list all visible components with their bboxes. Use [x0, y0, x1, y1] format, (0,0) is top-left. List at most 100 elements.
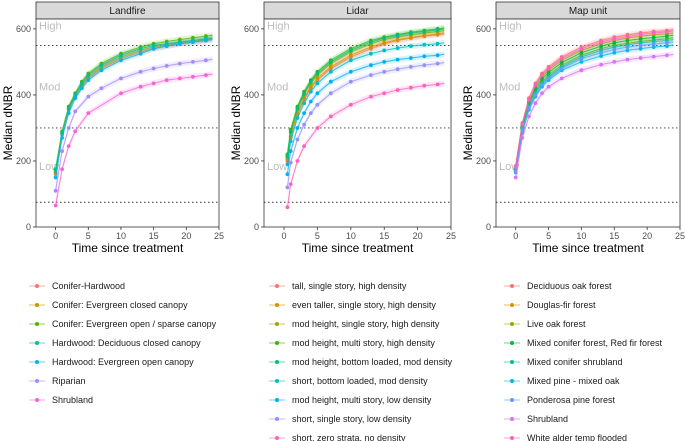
- data-point: [382, 69, 387, 74]
- data-point: [395, 46, 400, 50]
- data-point: [382, 60, 387, 64]
- legend-label: short, bottom loaded, mod density: [292, 376, 428, 386]
- legend-item: Mixed conifer shrubland: [504, 357, 623, 367]
- legend-label: Conifer: Evergreen closed canopy: [52, 300, 188, 310]
- legend-label: tall, single story, high density: [292, 281, 407, 291]
- legend-item: Mixed conifer forest, Red fir forest: [504, 338, 663, 348]
- legend-key-point: [275, 341, 279, 345]
- legend-item: Riparian: [29, 376, 86, 386]
- data-point: [579, 60, 584, 64]
- data-point: [60, 149, 64, 154]
- data-point: [612, 47, 617, 52]
- data-point: [559, 66, 564, 71]
- legend-key-point: [35, 379, 39, 383]
- data-point: [348, 102, 353, 107]
- data-point: [119, 91, 123, 96]
- data-point: [204, 58, 208, 63]
- data-point: [315, 71, 320, 76]
- data-point: [315, 102, 320, 107]
- y-tick-label: 600: [476, 24, 491, 34]
- data-point: [382, 91, 387, 96]
- data-point: [651, 39, 656, 44]
- data-point: [435, 28, 440, 32]
- x-tick-label: 0: [513, 231, 518, 241]
- x-tick-label: 5: [546, 231, 551, 241]
- legend-label: Riparian: [52, 376, 86, 386]
- data-point: [53, 188, 58, 193]
- severity-label-low: Low: [267, 161, 287, 173]
- legend-key-point: [510, 436, 514, 440]
- legend-item: Ponderosa pine forest: [504, 395, 616, 405]
- legend-label: Shrubland: [527, 414, 568, 424]
- data-point: [164, 44, 169, 48]
- legend-key-point: [510, 398, 514, 402]
- data-point: [665, 44, 669, 48]
- x-tick-label: 15: [149, 231, 159, 241]
- data-point: [422, 54, 427, 59]
- data-point: [546, 66, 551, 71]
- legend-item: mod height, multi story, low density: [269, 395, 432, 405]
- x-tick-label: 20: [181, 231, 191, 241]
- legend-item: mod height, single story, high density: [269, 319, 440, 329]
- data-point: [204, 38, 208, 43]
- data-point: [328, 114, 333, 119]
- data-point: [177, 61, 182, 66]
- data-point: [395, 67, 400, 72]
- y-tick-label: 400: [16, 90, 31, 100]
- data-point: [295, 137, 300, 142]
- data-point: [177, 37, 182, 42]
- y-tick-label: 600: [16, 24, 31, 34]
- data-point: [295, 126, 300, 130]
- legend-label: mod height, bottom loaded, mod density: [292, 357, 453, 367]
- legend-label: Mixed conifer forest, Red fir forest: [527, 338, 663, 348]
- data-point: [66, 106, 71, 110]
- legend-key-point: [35, 303, 39, 307]
- data-point: [422, 29, 427, 34]
- data-point: [308, 79, 313, 84]
- legend-label: mod height, multi story, low density: [292, 395, 432, 405]
- data-point: [527, 106, 531, 110]
- data-point: [119, 58, 123, 63]
- data-point: [409, 65, 413, 69]
- legend-item: tall, single story, high density: [269, 281, 407, 291]
- series: [53, 36, 213, 184]
- x-tick-label: 25: [675, 231, 685, 241]
- legend-item: Conifer: Evergreen open / sparse canopy: [29, 319, 217, 329]
- legend-label: mod height, single story, high density: [292, 319, 440, 329]
- data-point: [328, 91, 333, 96]
- data-point: [382, 48, 387, 53]
- data-point: [599, 54, 603, 58]
- data-point: [53, 203, 58, 208]
- legend-key-point: [275, 398, 279, 402]
- data-point: [151, 46, 156, 51]
- legend-key-point: [275, 417, 279, 421]
- series: [513, 32, 674, 175]
- legend-label: Live oak forest: [527, 319, 586, 329]
- legend-label: Shrubland: [52, 395, 93, 405]
- data-point: [422, 42, 427, 47]
- data-point: [285, 205, 290, 210]
- data-point: [308, 99, 313, 104]
- y-tick-label: 0: [254, 222, 259, 232]
- legend-item: Mixed pine - mixed oak: [504, 376, 620, 386]
- data-point: [513, 165, 518, 169]
- x-tick-label: 0: [282, 231, 287, 241]
- data-point: [288, 149, 293, 154]
- data-point: [540, 77, 544, 81]
- series: [285, 51, 445, 181]
- data-point: [625, 34, 630, 39]
- data-point: [138, 51, 143, 56]
- data-point: [164, 64, 169, 68]
- data-point: [612, 40, 617, 45]
- panel-title: Landfire: [109, 6, 146, 17]
- series-fit-line: [286, 82, 445, 208]
- data-point: [638, 43, 643, 48]
- y-tick-label: 0: [486, 222, 491, 232]
- x-tick-label: 15: [379, 231, 389, 241]
- data-point: [99, 63, 104, 68]
- data-point: [395, 33, 400, 38]
- series: [285, 29, 445, 166]
- data-point: [382, 36, 387, 40]
- legend-key-point: [510, 379, 514, 383]
